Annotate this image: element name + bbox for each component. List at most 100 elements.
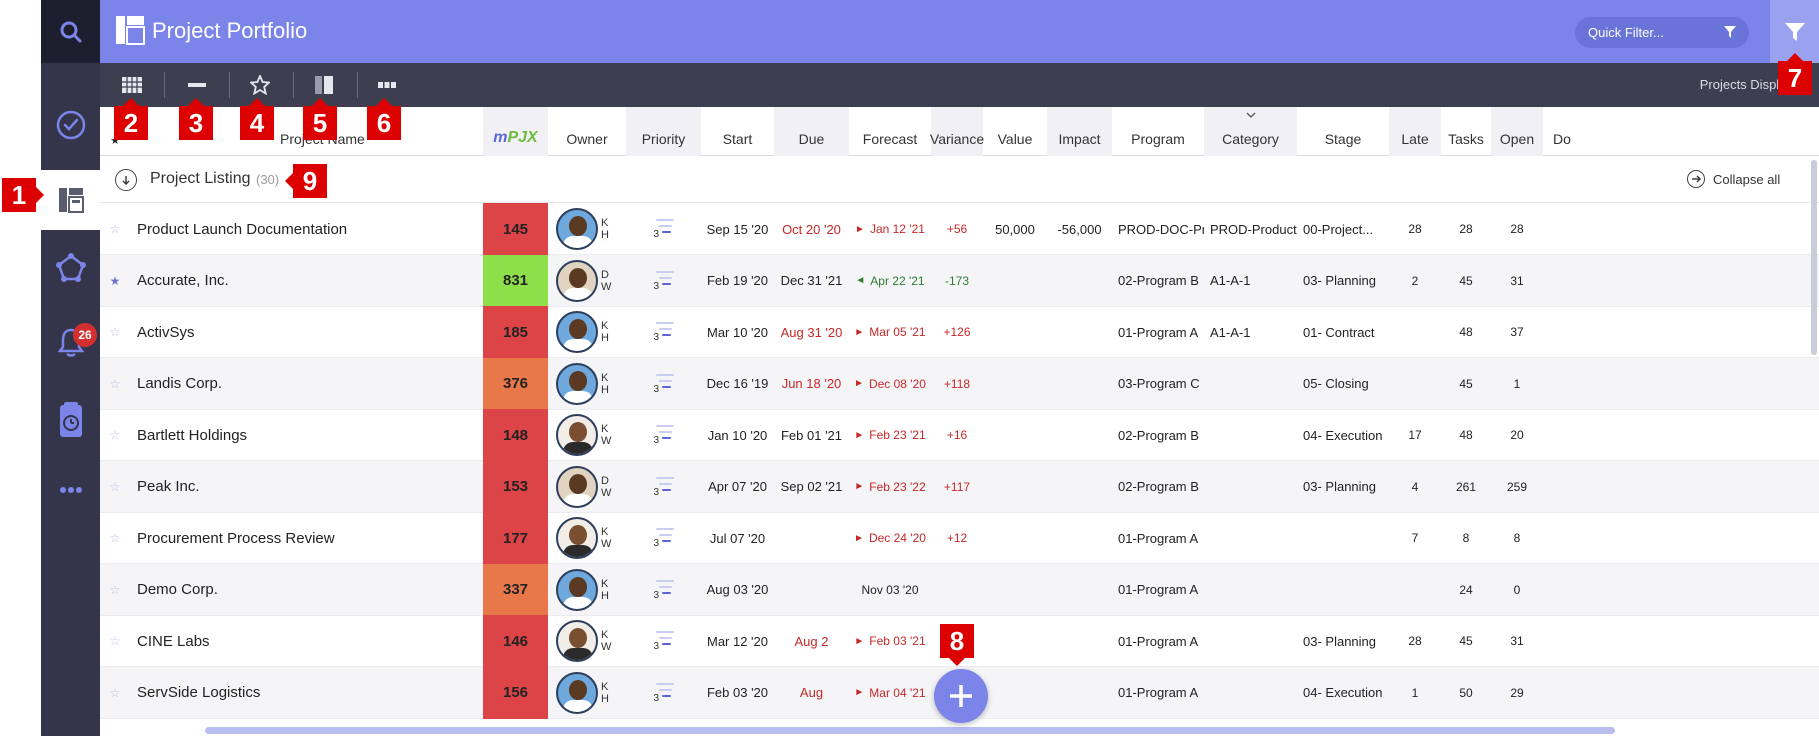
favorite-toggle[interactable]: ☆: [100, 203, 130, 255]
grid-view-button[interactable]: [117, 71, 147, 99]
table-row[interactable]: ☆ Demo Corp. 337 K H 3 Aug 03 '20 Nov 03 '20 01-…: [100, 563, 1819, 616]
horizontal-scrollbar[interactable]: [205, 727, 1615, 734]
favorite-toggle[interactable]: ☆: [100, 461, 130, 513]
star-outline-icon: ☆: [109, 582, 121, 597]
favorite-toggle[interactable]: ☆: [100, 409, 130, 461]
avatar: [556, 517, 598, 559]
col-open[interactable]: Open: [1491, 107, 1543, 156]
add-project-button[interactable]: [934, 669, 988, 723]
project-name-link[interactable]: Peak Inc.: [137, 478, 200, 495]
sidebar-item-notifications[interactable]: 26: [41, 312, 100, 372]
col-program[interactable]: Program: [1131, 131, 1185, 147]
favorites-button[interactable]: [245, 71, 275, 99]
project-name-link[interactable]: Accurate, Inc.: [137, 272, 229, 289]
sidebar-item-tasks[interactable]: [41, 95, 100, 155]
value-amount: [983, 306, 1047, 358]
columns-button[interactable]: [309, 71, 339, 99]
col-forecast[interactable]: Forecast: [862, 131, 918, 147]
favorite-toggle[interactable]: ☆: [100, 667, 130, 719]
col-late[interactable]: Late: [1389, 107, 1441, 156]
late-count: 1: [1411, 685, 1419, 700]
program-name: 01-Program A: [1118, 582, 1199, 597]
category-name: PROD-Product: [1210, 221, 1297, 237]
col-value[interactable]: Value: [997, 131, 1033, 147]
table-row[interactable]: ☆ ActivSys 185 K H 3 Mar 10 '20 Aug 31 '20 ► Mar …: [100, 306, 1819, 358]
avatar: [556, 259, 598, 302]
callout-pointer: [123, 98, 139, 106]
priority-bar: [661, 231, 671, 233]
col-priority[interactable]: Priority: [626, 107, 701, 156]
priority-bars-icon: 3: [654, 425, 674, 446]
favorite-toggle[interactable]: ☆: [100, 512, 130, 564]
project-name-link[interactable]: CINE Labs: [137, 632, 210, 650]
col-owner[interactable]: Owner: [566, 131, 608, 147]
filter-button[interactable]: [1770, 0, 1819, 63]
project-name-link[interactable]: Landis Corp.: [137, 375, 223, 392]
sidebar-item-network[interactable]: [41, 238, 100, 298]
favorite-toggle[interactable]: ☆: [100, 358, 130, 410]
col-impact[interactable]: Impact: [1047, 107, 1112, 156]
table-row[interactable]: ☆ Bartlett Holdings 148 K W 3 Jan 10 '20 Feb 01…: [100, 409, 1819, 461]
table-row[interactable]: ☆ Landis Corp. 376 K H 3 Dec 16 '19 Jun 18 '20 ►…: [100, 357, 1819, 410]
vertical-scrollbar[interactable]: [1811, 160, 1817, 355]
col-category[interactable]: Category: [1204, 107, 1297, 156]
callout-pointer: [312, 98, 328, 106]
sidebar-search-button[interactable]: [41, 0, 100, 63]
collapse-rows-button[interactable]: [182, 71, 212, 99]
project-name-link[interactable]: ActivSys: [137, 323, 195, 341]
sidebar-item-portfolio[interactable]: [41, 170, 100, 230]
col-stage[interactable]: Stage: [1324, 131, 1362, 147]
col-tasks[interactable]: Tasks: [1448, 131, 1484, 147]
favorite-toggle[interactable]: ☆: [100, 306, 130, 358]
sidebar-item-more[interactable]: [41, 460, 100, 520]
table-row[interactable]: ☆ Product Launch Documentation 145 K H 3 Sep 1…: [100, 203, 1819, 255]
start-date: Aug 03 '20: [706, 582, 769, 597]
page-title: Project Portfolio: [152, 18, 308, 43]
overflow-icon: [378, 82, 396, 88]
project-name-link[interactable]: ServSide Logistics: [137, 684, 261, 701]
collapse-all-button[interactable]: Collapse all: [1687, 168, 1780, 190]
table-row[interactable]: ☆ Procurement Process Review 177 K W 3 Jul 07 …: [100, 512, 1819, 564]
avatar: [556, 414, 598, 456]
grid-view-icon: [122, 77, 142, 93]
col-mpjx-score[interactable]: mPJX: [483, 107, 548, 156]
project-name-link[interactable]: Product Launch Documentation: [137, 220, 348, 238]
impact-amount: [1047, 306, 1112, 358]
favorite-toggle[interactable]: ★: [100, 255, 130, 307]
col-start[interactable]: Start: [722, 131, 753, 147]
quick-filter-input[interactable]: Quick Filter...: [1575, 17, 1749, 48]
mpjx-logo: mPJX: [493, 129, 537, 147]
priority-bar: [658, 482, 672, 485]
sidebar-item-timesheet[interactable]: [41, 390, 100, 450]
arrow-right-small-icon: ►: [854, 635, 865, 647]
favorite-toggle[interactable]: ☆: [100, 564, 130, 616]
table-row[interactable]: ☆ Peak Inc. 153 D W 3 Apr 07 '20 Sep 02 '21 ► Feb…: [100, 460, 1819, 513]
favorite-toggle[interactable]: ☆: [100, 615, 130, 667]
arrow-left-small-icon: ◄: [855, 275, 866, 286]
col-done[interactable]: Do: [1553, 131, 1571, 147]
project-name-link[interactable]: Bartlett Holdings: [137, 426, 248, 444]
col-star[interactable]: ★: [110, 135, 120, 147]
overflow-menu-button[interactable]: [372, 71, 402, 99]
col-due[interactable]: Due: [774, 107, 849, 156]
star-outline-icon: ☆: [109, 634, 121, 648]
table-row[interactable]: ★ Accurate, Inc. 831 D W 3 Feb 19 '20 Dec 31 '2…: [100, 254, 1819, 307]
col-variance[interactable]: Variance: [930, 107, 984, 156]
avatar-face: [569, 216, 587, 236]
impact-amount: [1047, 512, 1112, 564]
project-name-link[interactable]: Demo Corp.: [137, 581, 218, 598]
project-name-link[interactable]: Procurement Process Review: [137, 529, 335, 547]
mpjx-score: 148: [483, 409, 548, 461]
section-collapse-button[interactable]: [115, 169, 137, 191]
